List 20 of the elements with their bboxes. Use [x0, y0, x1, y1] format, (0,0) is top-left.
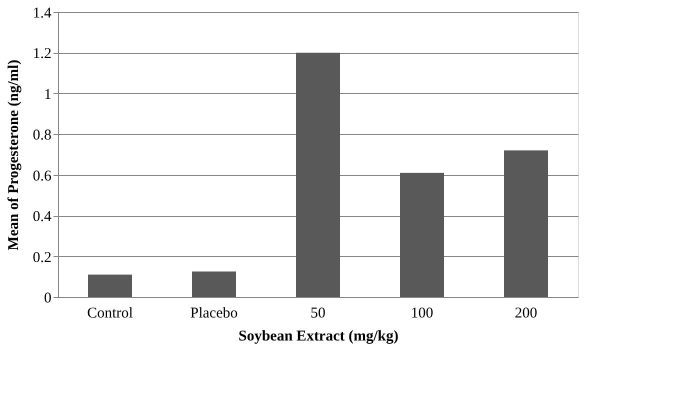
y-tick-label: 0.6: [32, 168, 52, 184]
y-axis-title: Mean of Progesterone (ng/ml): [6, 60, 22, 250]
y-tick-label: 0: [44, 290, 52, 306]
y-tick-label: 1.2: [32, 46, 52, 62]
bar: [504, 150, 548, 297]
x-tick-label: 50: [310, 306, 326, 322]
x-tick-label: 100: [410, 306, 434, 322]
x-tick-label: Placebo: [190, 306, 238, 322]
x-axis-title: Soybean Extract (mg/kg): [238, 328, 398, 344]
y-tick-label: 1: [44, 86, 52, 103]
bar: [192, 272, 236, 297]
bar: [88, 274, 132, 297]
y-tick-label: 0.2: [32, 250, 52, 266]
bar: [400, 172, 444, 297]
bar: [296, 52, 340, 297]
x-tick-label: Control: [87, 306, 133, 322]
y-tick-label: 1.4: [32, 6, 52, 22]
x-tick-label: 200: [514, 306, 538, 322]
y-tick-label: 0.4: [32, 209, 52, 226]
y-tick-label: 0.8: [32, 128, 52, 144]
